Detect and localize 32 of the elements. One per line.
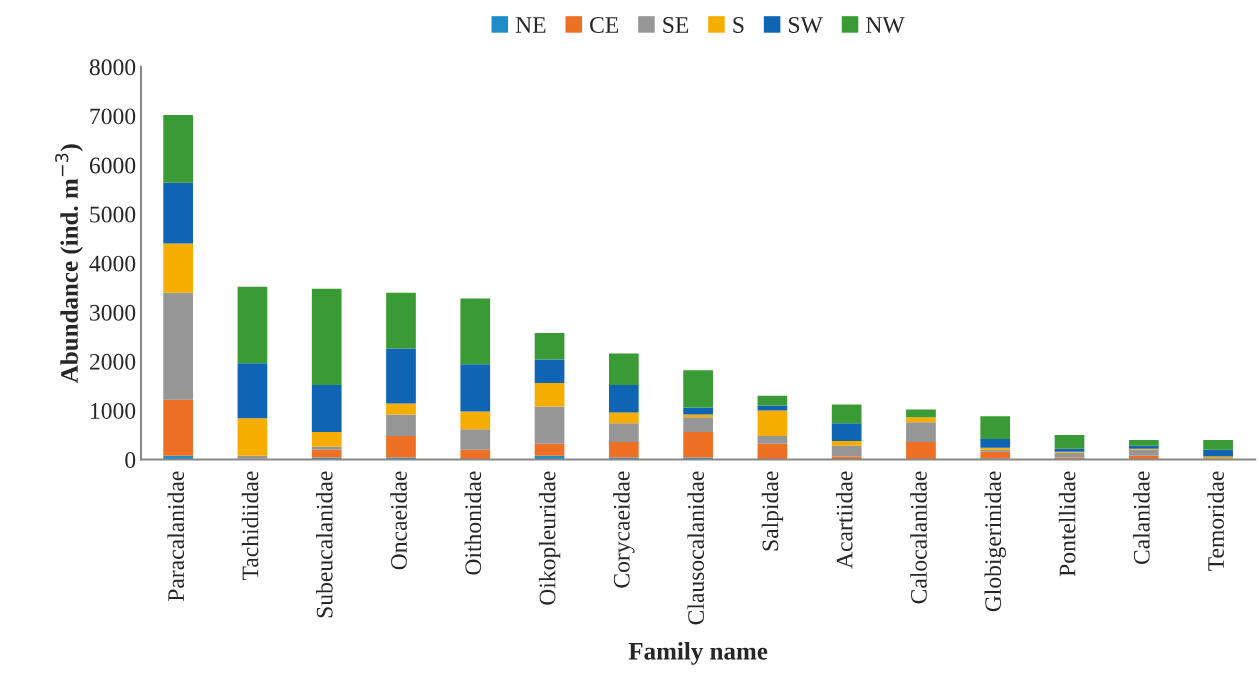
x-tick-label: Pontellidae	[1058, 471, 1076, 577]
legend-label: CE	[590, 17, 619, 33]
x-axis-title: Family name	[628, 642, 768, 665]
x-tick-label: Oikopleuridae	[538, 471, 561, 605]
x-tick-label: Clausocalanidae	[687, 471, 705, 625]
x-tick-label: Calanidae	[1133, 471, 1150, 565]
x-tick-label: Tachidiidae	[241, 471, 259, 581]
x-tick-label: Globigerinidae	[984, 471, 1006, 612]
legend-label: NW	[866, 17, 905, 34]
x-tick-label: Oncaeidae	[390, 471, 407, 570]
y-tick-label: 1000	[91, 402, 136, 419]
x-tick-label: Salpidae	[761, 471, 784, 551]
legend-label: SW	[789, 17, 823, 34]
legend-label: SE	[663, 17, 689, 33]
x-tick-label: Paracalanidae	[167, 471, 185, 602]
legend-label: NE	[515, 17, 546, 33]
x-tick-label: Calocalanidae	[910, 471, 927, 604]
x-tick-label: Acartiidae	[835, 471, 853, 569]
x-tick-label: Temoridae	[1207, 471, 1224, 571]
y-tick-label: 3000	[90, 304, 136, 321]
y-tick-label: 6000	[89, 157, 136, 174]
y-tick-label: 8000	[89, 59, 136, 76]
x-tick-label: Subeucalanidae	[316, 471, 333, 618]
y-axis-title: Abundance (ind. m$^{−3}$)	[55, 144, 83, 383]
y-tick-label: 5000	[90, 206, 136, 223]
x-tick-label: Corycaeidae	[613, 471, 635, 588]
y-tick-label: 7000	[90, 108, 136, 125]
legend-label: S	[733, 17, 744, 33]
y-tick-label: 4000	[89, 255, 136, 272]
y-tick-label: 0	[125, 452, 136, 468]
x-tick-label: Oithonidae	[464, 471, 482, 575]
y-tick-label: 2000	[89, 353, 136, 370]
